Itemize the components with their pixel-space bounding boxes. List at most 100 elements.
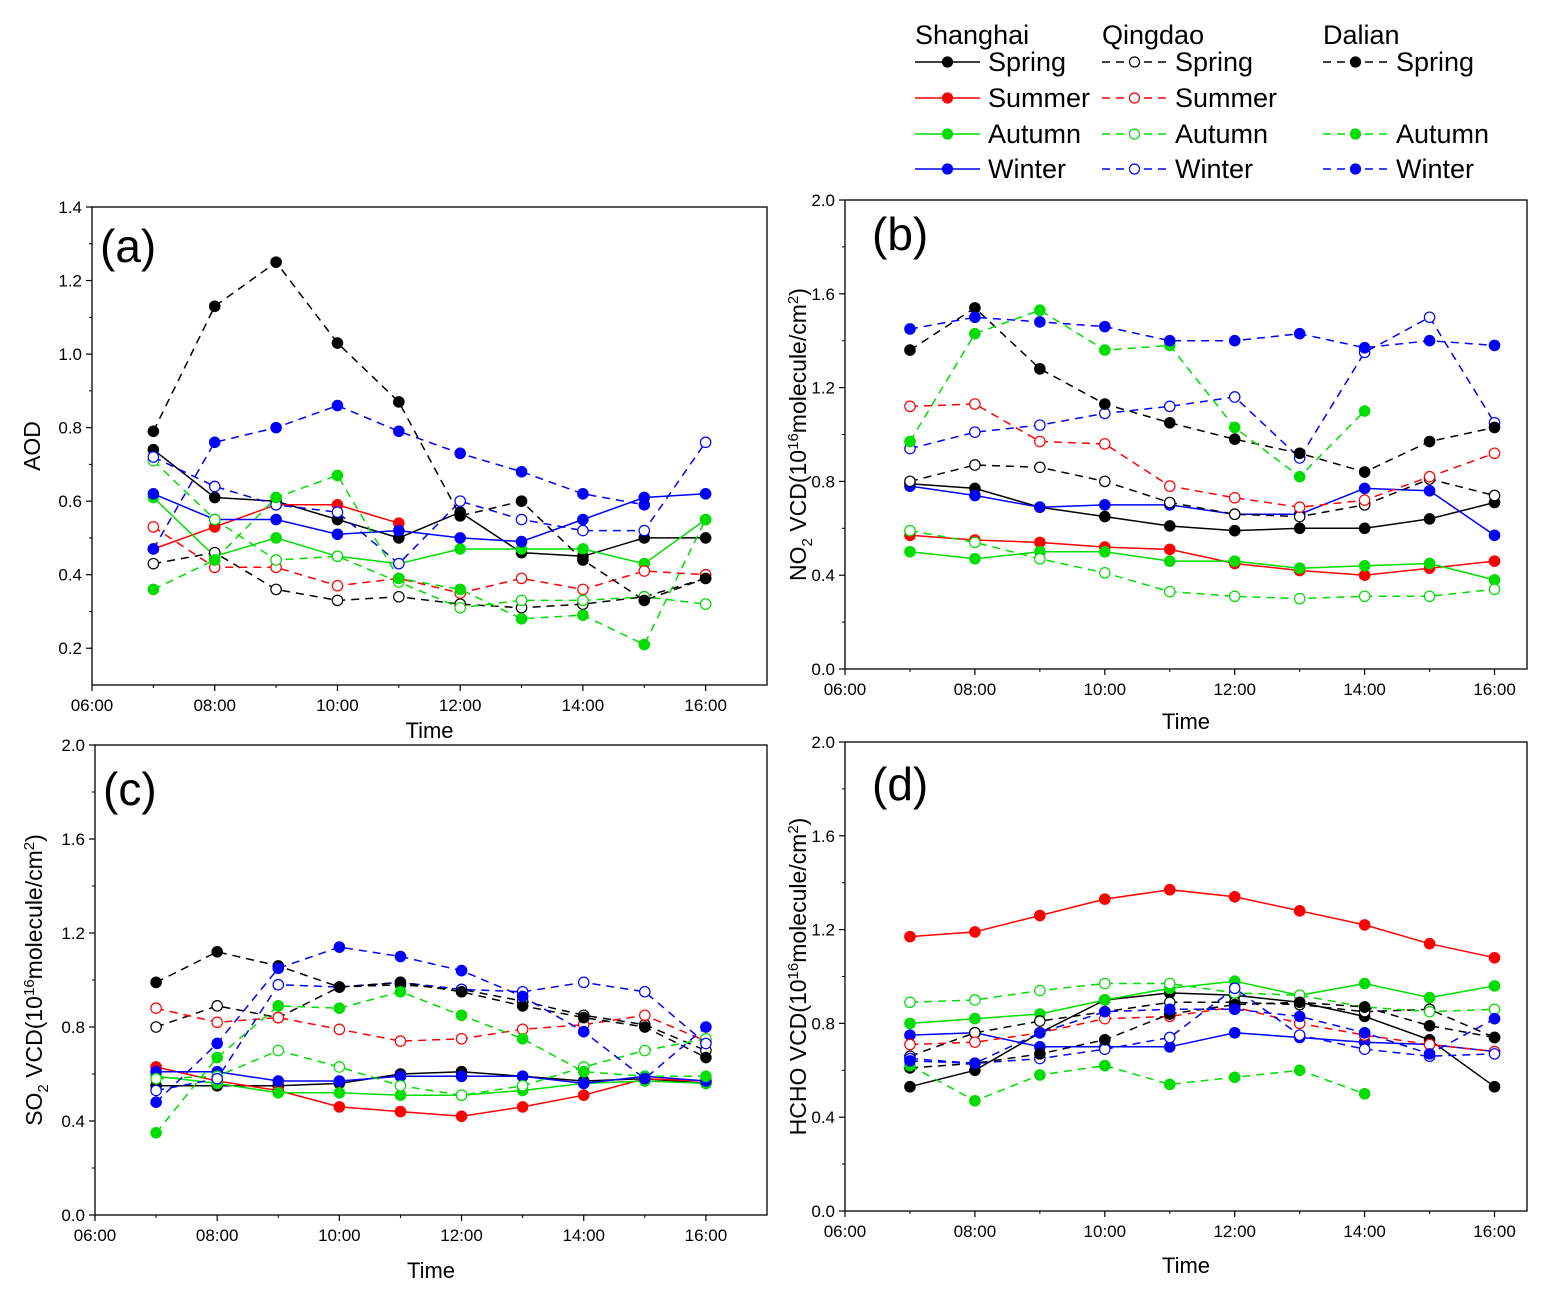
x-tick-label: 08:00 <box>196 1226 239 1245</box>
series-line <box>156 1075 706 1096</box>
data-point <box>1488 555 1501 567</box>
data-point <box>1099 1059 1111 1072</box>
data-point <box>333 1101 346 1113</box>
data-point <box>393 572 405 585</box>
series-line <box>156 1038 707 1096</box>
legend-label-summer: Summer <box>988 83 1090 113</box>
data-point <box>969 994 981 1006</box>
data-point <box>700 1037 712 1050</box>
series-line <box>909 551 1495 581</box>
data-point <box>1099 977 1111 990</box>
data-point <box>333 941 346 953</box>
data-point <box>969 459 981 471</box>
data-point <box>208 513 221 526</box>
data-point <box>147 521 160 533</box>
series-qingdao-winter <box>904 311 1501 464</box>
y-axis-label-rest: VCD(10 <box>21 996 47 1084</box>
x-tick-label: 12:00 <box>440 1226 483 1245</box>
series-qingdao-autumn <box>150 1032 712 1101</box>
data-point <box>270 532 282 544</box>
series-line <box>152 496 707 565</box>
data-point <box>577 594 589 607</box>
x-tick-label: 14:00 <box>562 696 605 715</box>
data-point <box>1488 1080 1501 1093</box>
data-point <box>1034 1015 1046 1027</box>
data-point <box>150 1126 162 1139</box>
data-point <box>1423 470 1436 483</box>
data-point <box>700 1051 712 1064</box>
data-point <box>969 1036 981 1048</box>
series-line <box>155 981 707 1092</box>
data-point <box>904 1080 916 1093</box>
data-point <box>454 532 466 544</box>
data-point <box>454 495 466 507</box>
legend-marker <box>1349 163 1362 175</box>
series-shanghai-summer <box>150 1061 712 1123</box>
data-point <box>150 1084 162 1097</box>
data-point <box>208 300 221 313</box>
data-point <box>1163 555 1176 567</box>
series-qingdao-autumn <box>904 524 1501 605</box>
data-point <box>150 1096 162 1108</box>
y-tick-label: 2.0 <box>61 736 85 755</box>
x-tick-label: 12:00 <box>439 696 482 715</box>
y-axis-label-sup2: 2 <box>21 842 38 850</box>
data-point <box>1293 592 1306 605</box>
panel-b: 06:00 08:00 10:00 12:00 14:00 16:00 0.0 0.4 0.8 1… <box>785 191 1528 734</box>
data-point <box>1228 508 1241 521</box>
series-line <box>909 485 1495 536</box>
data-point <box>1488 583 1501 596</box>
data-point <box>1358 919 1371 931</box>
data-point <box>1293 522 1306 535</box>
legend-label-autumn: Autumn <box>1175 119 1268 149</box>
data-point <box>638 565 651 577</box>
series-line <box>155 946 707 1103</box>
series-line <box>909 316 1496 460</box>
y-tick-label: 0.8 <box>811 472 835 491</box>
data-point <box>1488 421 1501 434</box>
series-dalian-autumn <box>147 469 712 651</box>
series-line <box>153 551 706 609</box>
x-tick-label: 06:00 <box>74 1226 117 1245</box>
data-point <box>1293 327 1306 340</box>
panel-a: 06:00 08:00 10:00 12:00 14:00 16:00 0.2 0.4 0.6 0… <box>19 198 768 743</box>
legend-city-shanghai: Shanghai <box>915 20 1029 50</box>
data-point <box>1488 951 1501 964</box>
data-point <box>1488 980 1501 992</box>
series-line <box>909 987 1495 1065</box>
legend-label-autumn: Autumn <box>988 119 1081 149</box>
data-point <box>1163 334 1176 347</box>
data-point <box>1163 400 1176 413</box>
series-shanghai-winter <box>904 480 1501 542</box>
data-point <box>1293 905 1306 917</box>
data-point <box>1099 567 1111 579</box>
series-dalian-winter <box>147 399 651 555</box>
data-point <box>516 1079 529 1092</box>
data-point <box>969 489 981 502</box>
y-axis-label-sub: 2 <box>799 538 816 546</box>
data-point <box>516 990 529 1003</box>
data-point <box>638 638 651 651</box>
legend-city-qingdao: Qingdao <box>1102 20 1204 50</box>
data-point <box>969 552 981 565</box>
y-axis-label-unit: molecule/cm <box>785 304 811 433</box>
data-point <box>1423 513 1436 525</box>
data-point <box>1034 984 1046 997</box>
legend-marker <box>1128 56 1141 68</box>
y-tick-label: 0.4 <box>58 566 82 585</box>
legend-marker <box>941 56 954 68</box>
legend-label-summer: Summer <box>1175 83 1277 113</box>
data-point <box>455 1009 468 1022</box>
x-axis-label: Time <box>1162 1253 1210 1278</box>
data-point <box>904 1055 916 1067</box>
series-line <box>152 449 706 558</box>
y-axis-label-sup: 16 <box>785 963 802 980</box>
x-tick-label: 14:00 <box>562 1226 605 1245</box>
data-point <box>333 1023 346 1036</box>
series-dalian-spring <box>147 256 712 607</box>
y-axis-label-end: ) <box>21 834 47 842</box>
y-axis-label-end: ) <box>785 288 811 296</box>
y-tick-label: 1.2 <box>811 921 835 940</box>
y-axis-label-unit: molecule/cm <box>21 850 47 979</box>
panel-label: (d) <box>872 758 928 810</box>
